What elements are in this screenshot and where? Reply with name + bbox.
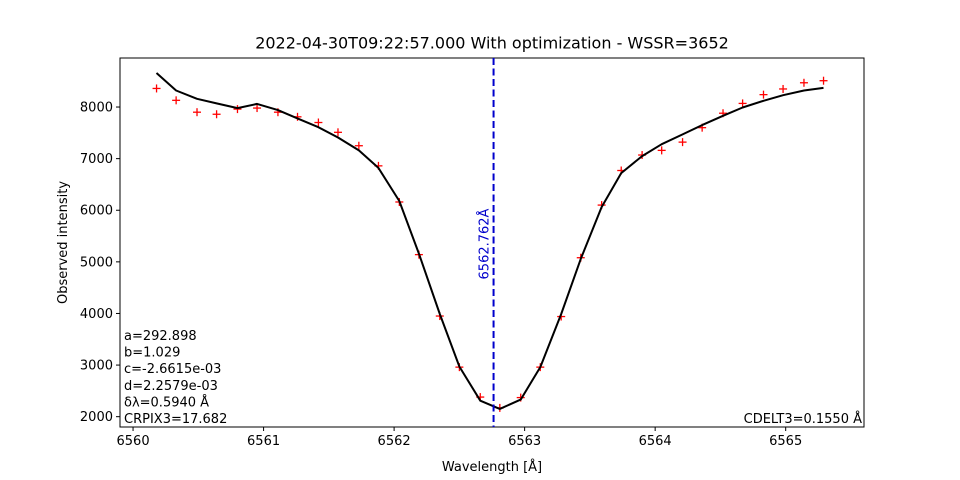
y-tick-label: 5000 <box>80 255 113 270</box>
y-tick-label: 2000 <box>80 410 113 425</box>
x-axis-label: Wavelength [Å] <box>442 459 542 475</box>
fit-line <box>155 72 824 410</box>
observed-point <box>333 128 342 137</box>
y-tick-label: 6000 <box>80 204 113 219</box>
y-axis-ticks: 2000 3000 4000 5000 6000 7000 8000 <box>80 101 120 425</box>
x-axis-ticks: 6560 6561 6562 6563 6564 6565 <box>117 427 802 449</box>
x-tick-label: 6563 <box>508 434 541 449</box>
fit-parameter-text: a=292.898 <box>124 329 197 344</box>
observed-point <box>172 96 181 105</box>
observed-point <box>799 78 808 87</box>
observed-point <box>152 84 161 93</box>
y-axis-label: Observed intensity <box>56 181 71 304</box>
observed-point <box>253 104 262 113</box>
y-tick-label: 3000 <box>80 359 113 374</box>
x-tick-label: 6560 <box>117 434 150 449</box>
axes-frame <box>119 57 865 428</box>
series-layer <box>152 72 828 412</box>
y-tick-label: 4000 <box>80 307 113 322</box>
chart-title: 2022-04-30T09:22:57.000 With optimizatio… <box>255 34 729 53</box>
fit-parameter-text: d=2.2579e-03 <box>124 379 218 394</box>
observed-point <box>819 76 828 85</box>
x-tick-label: 6562 <box>378 434 411 449</box>
observed-point <box>678 138 687 147</box>
x-tick-label: 6561 <box>247 434 280 449</box>
observed-point <box>193 108 202 117</box>
x-tick-label: 6564 <box>639 434 672 449</box>
fit-parameter-text: c=-2.6615e-03 <box>124 362 221 377</box>
cdelt3-annotation: CDELT3=0.1550 Å <box>744 411 862 427</box>
fit-parameter-text: b=1.029 <box>124 346 180 361</box>
fit-parameter-text: CRPIX3=17.682 <box>124 412 227 427</box>
observed-point <box>779 84 788 93</box>
observed-point <box>657 146 666 155</box>
y-tick-label: 7000 <box>80 152 113 167</box>
center-wavelength-label: 6562.762Å <box>477 208 493 279</box>
observed-point <box>314 118 323 127</box>
observed-point <box>759 90 768 99</box>
y-tick-label: 8000 <box>80 101 113 116</box>
observed-point <box>738 99 747 108</box>
plot-area <box>119 57 865 428</box>
center-wavelength-marker: 6562.762Å <box>477 58 495 427</box>
observed-point <box>212 110 221 119</box>
fit-parameter-text: δλ=0.5940 Å <box>124 394 209 410</box>
x-tick-label: 6565 <box>769 434 802 449</box>
observed-point <box>354 141 363 150</box>
